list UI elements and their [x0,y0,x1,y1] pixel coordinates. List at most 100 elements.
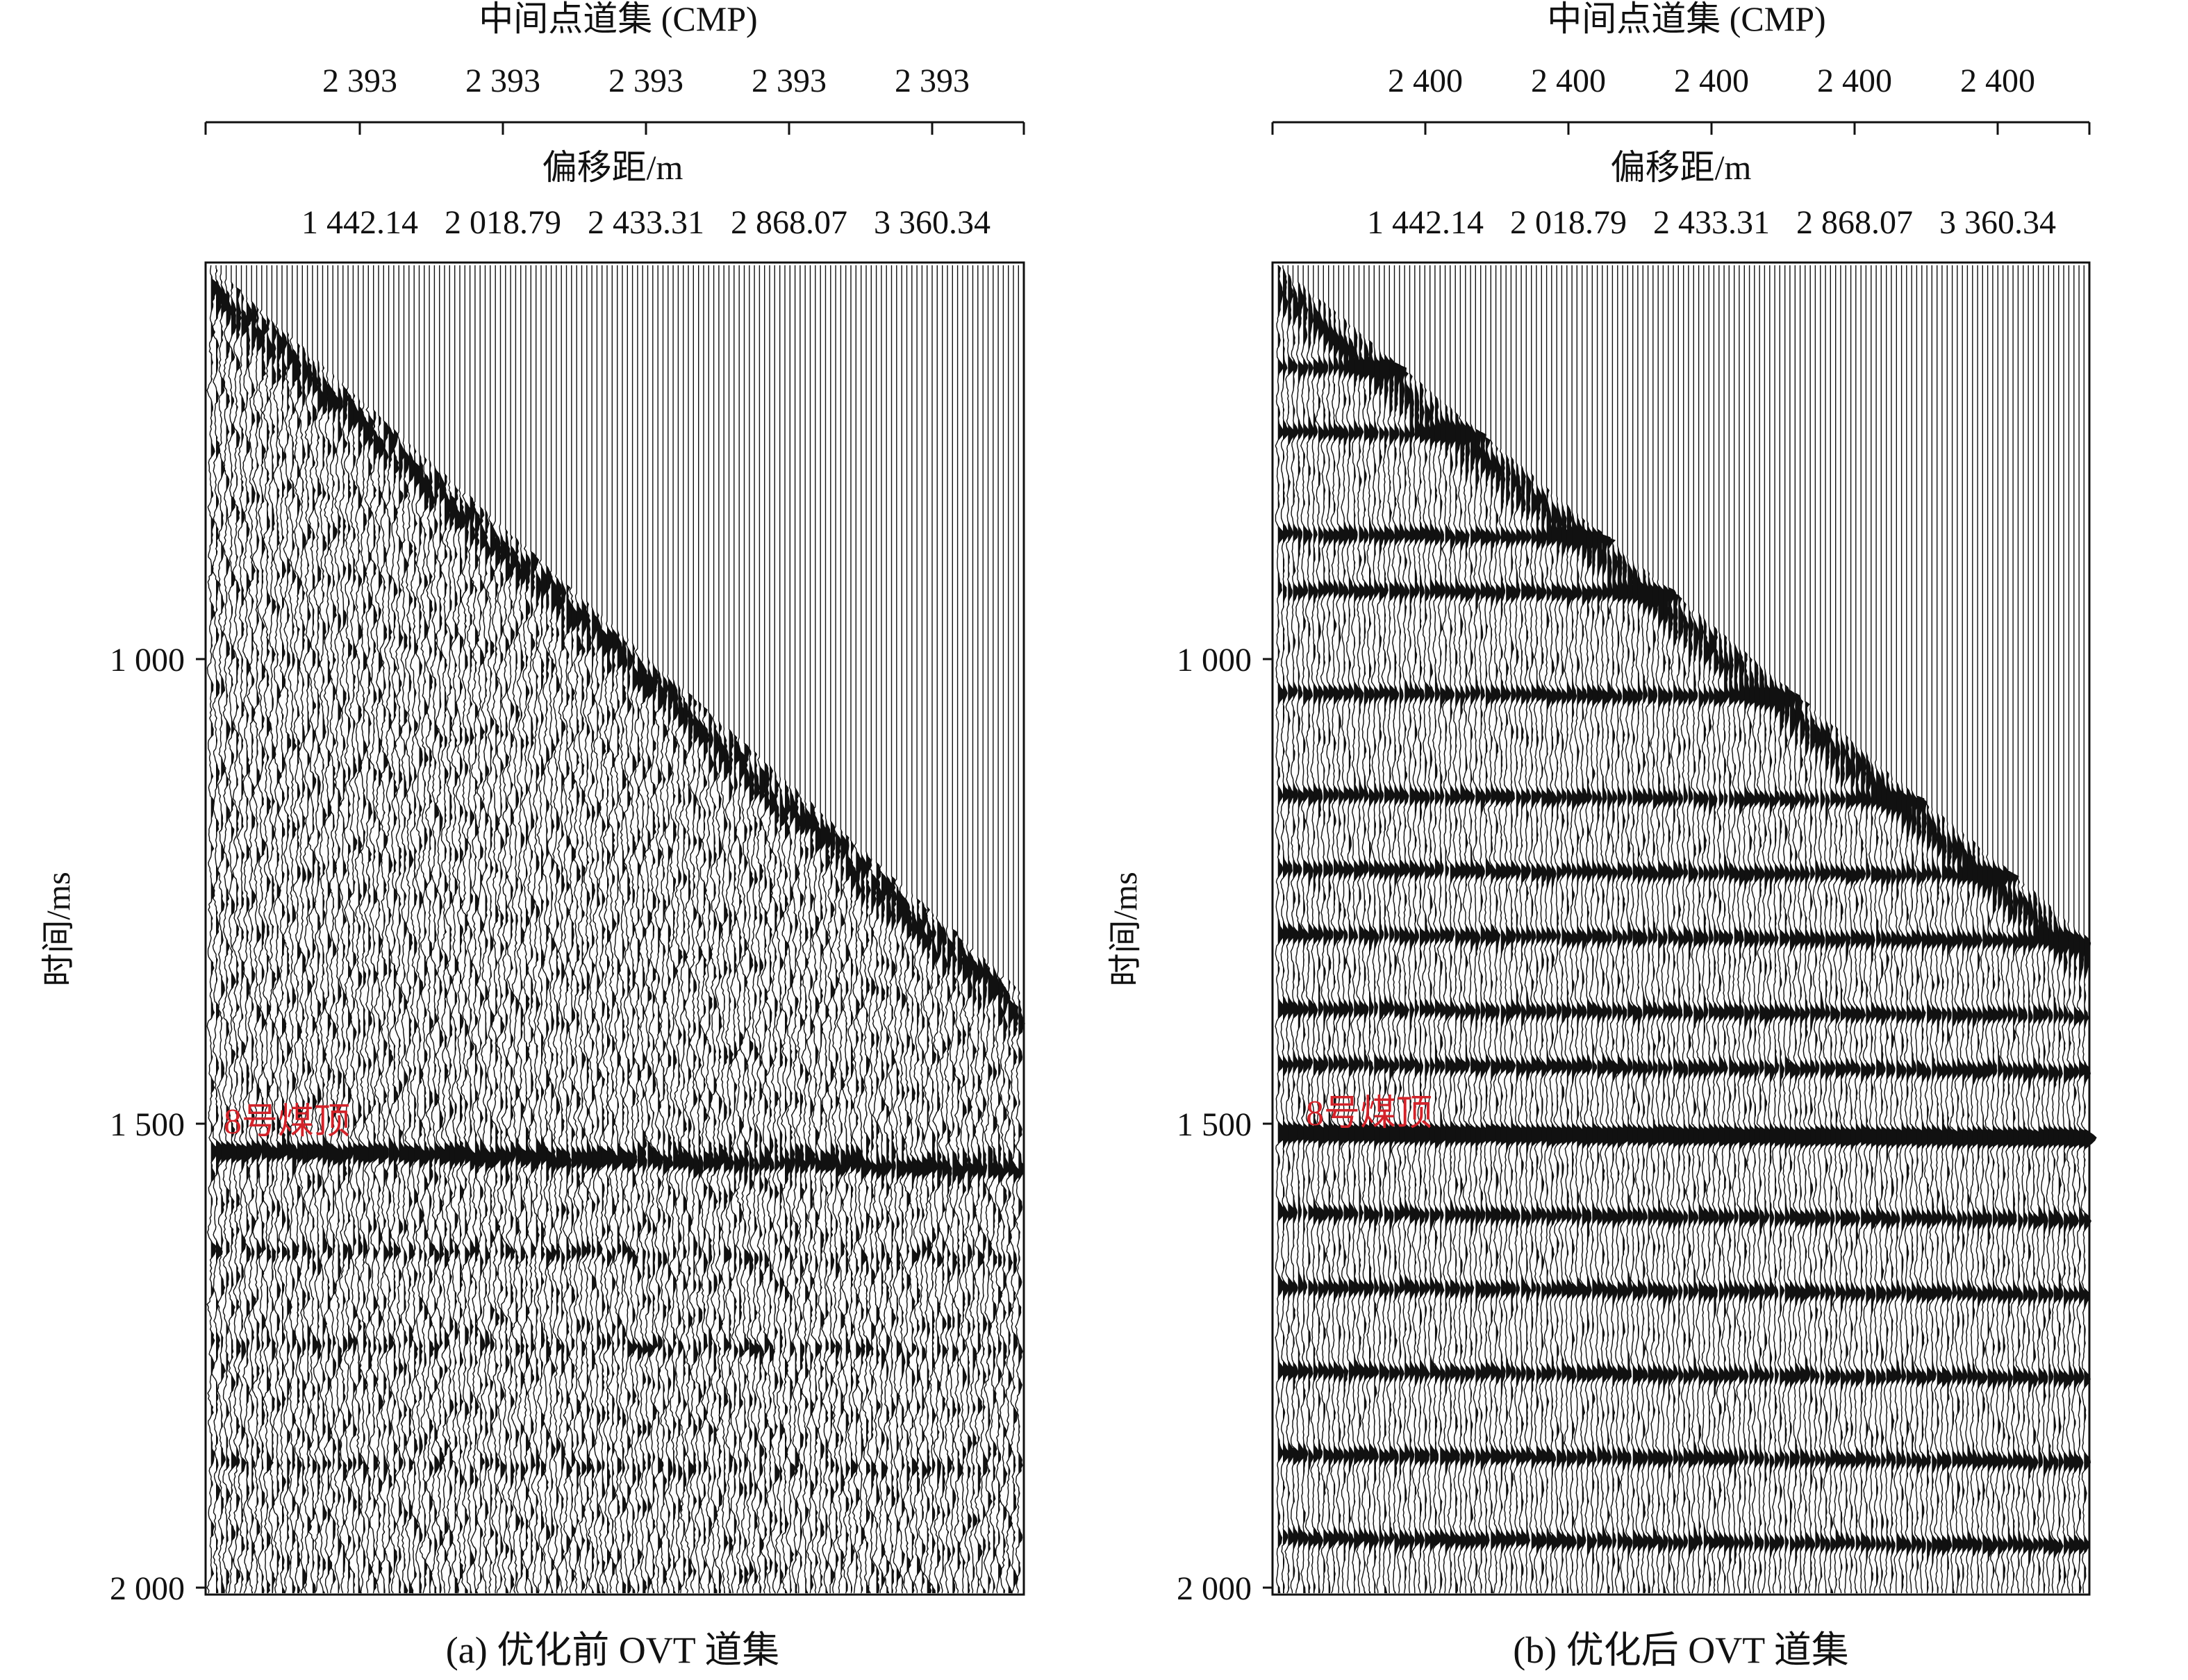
panel-a-trace-fill [460,490,467,1582]
panel-b-caption: (b) 优化后 OVT 道集 [1513,1629,1848,1671]
panel-a: 中间点道集 (CMP) 2 393 2 393 2 393 2 393 2 39… [40,0,1025,1671]
panel-a-cmp-title: 中间点道集 (CMP) [479,0,757,38]
panel-b-trace-fill [1313,293,1324,1593]
panel-a-trace-fill [282,329,289,1593]
panel-a-trace-fill [414,446,424,1579]
panel-b-trace-fill [1830,724,1842,1593]
panel-a-trace-fill [734,735,742,1579]
panel-a-trace-fill [454,485,463,1593]
panel-a-trace-fill [698,701,707,1593]
panel-b-trace-fill [1592,526,1605,1593]
panel-a-trace-wiggle [490,265,504,1594]
panel-b-time-tick-label: 2 000 [1177,1570,1252,1607]
panel-b-trace-fill [1277,265,1290,1593]
panel-a-offset-tick-label: 1 442.14 [301,204,418,241]
panel-a-trace-wiggle [222,265,235,1594]
panel-b-trace-wiggle [1853,265,1867,1594]
panel-a-trace-fill [424,457,432,1590]
panel-a-trace-wiggle [1004,265,1017,1594]
panel-b-trace-fill [1906,788,1918,1593]
panel-a-time-tick-label: 1 500 [110,1106,185,1143]
panel-b-trace-fill [1998,863,2010,1593]
panel-b-trace-fill [1916,796,1929,1593]
panel-b-trace-fill [1495,446,1507,1585]
panel-b-cmp-tick-label: 2 400 [1960,63,2035,99]
panel-b-trace-fill [1891,774,1904,1585]
panel-a-trace-fill [647,657,656,1593]
panel-b-cmp-tick-label: 2 400 [1674,63,1749,99]
panel-b-trace-wiggle [1822,265,1837,1594]
panel-b-time-tick-label: 1 500 [1177,1106,1252,1143]
panel-a-trace-fill [602,629,611,1593]
panel-a-trace-fill [871,857,877,1577]
panel-a-cmp-tick-label: 2 393 [752,63,827,99]
panel-a-trace-fill [577,601,583,1593]
panel-a-plot-frame [204,261,1025,1596]
panel-b-offset-ticklabels: 1 442.14 2 018.79 2 433.31 2 868.07 3 36… [1367,204,2056,241]
panel-b-trace-wiggle [1523,265,1536,1594]
panel-b-trace-wiggle [1670,265,1686,1594]
panel-a-time-axis-label: 时间/ms [40,872,77,986]
panel-a-trace-fill [795,788,802,1593]
panel-b-cmp-tick-label: 2 400 [1817,63,1892,99]
panel-b-trace-fill [1434,396,1446,1590]
panel-a-trace-wiggle [998,265,1011,1594]
panel-b-trace-fill [1460,418,1472,1593]
panel-b-trace-wiggle [1320,265,1336,1594]
panel-a-trace-wiggle [790,265,802,1594]
panel-b-cmp-tick-label: 2 400 [1531,63,1606,99]
panel-a-trace-fill [744,743,751,1588]
panel-b-trace-fill [1912,790,1924,1571]
panel-b-trace-fill [2023,882,2034,1593]
panel-b-offset-tick-label: 2 433.31 [1653,204,1770,241]
panel-a-trace-wiggle [338,265,350,1594]
panel-a-trace-wiggle [486,265,499,1594]
panel-b-trace-wiggle [1787,265,1802,1594]
panel-a-trace-fill [810,801,817,1593]
panel-a-trace-wiggle [704,265,715,1593]
panel-a-trace-wiggle [856,265,870,1594]
panel-b-trace-fill [1623,551,1634,1593]
panel-b-trace-fill [1734,643,1745,1593]
panel-a-trace-wiggle [546,265,558,1594]
panel-a-trace-fill [592,607,600,1593]
panel-b-trace-fill [1871,763,1884,1588]
panel-b-trace-fill [1937,813,1947,1593]
panel-b-trace-fill [1957,832,1970,1588]
panel-a-trace-wiggle [871,265,884,1594]
panel-b-trace-fill [1921,799,1933,1593]
panel-a-trace-fill [495,532,503,1590]
panel-b-trace-wiggle [1766,265,1781,1594]
panel-a-trace-fill [236,288,247,1585]
panel-b-trace-wiggle [2000,265,2014,1593]
panel-a-trace-fill [957,935,965,1593]
panel-a-trace-wiggle [883,265,894,1594]
panel-b-trace-fill [1724,635,1737,1593]
panel-a-trace-fill [465,499,474,1593]
panel-a-trace-wiggle [587,265,601,1594]
panel-a-trace-wiggle [892,265,907,1594]
panel-b-trace-fill [1394,363,1407,1593]
panel-a-trace-fill [815,815,823,1593]
panel-a-trace-fill [226,285,234,1593]
panel-a-trace-fill [251,301,262,1593]
panel-a-trace-fill [947,935,954,1593]
panel-b-trace-fill [1354,326,1366,1593]
panel-a-trace-fill [363,401,374,1574]
panel-b-trace-fill [1805,701,1818,1593]
panel-b-trace-wiggle [1725,265,1741,1594]
panel-b-trace-fill [1455,413,1467,1593]
panel-a-trace-fill [515,538,522,1588]
panel-a-trace-fill [556,576,567,1593]
panel-b-trace-fill [1850,740,1863,1593]
panel-a-trace-wiggle [840,265,854,1594]
panel-a-offset-tick-label: 3 360.34 [874,204,991,241]
panel-b-offset-tick-label: 3 360.34 [1939,204,2056,241]
panel-a-trace-fill [597,610,606,1593]
panel-a-trace-fill [312,360,322,1593]
panel-b-trace-fill [2007,871,2021,1574]
panel-a-trace-wiggle [429,265,442,1594]
panel-b-trace-fill [1283,268,1293,1593]
panel-b-offset-title: 偏移距/m [1611,148,1752,187]
panel-b-trace-fill [1729,640,1741,1593]
